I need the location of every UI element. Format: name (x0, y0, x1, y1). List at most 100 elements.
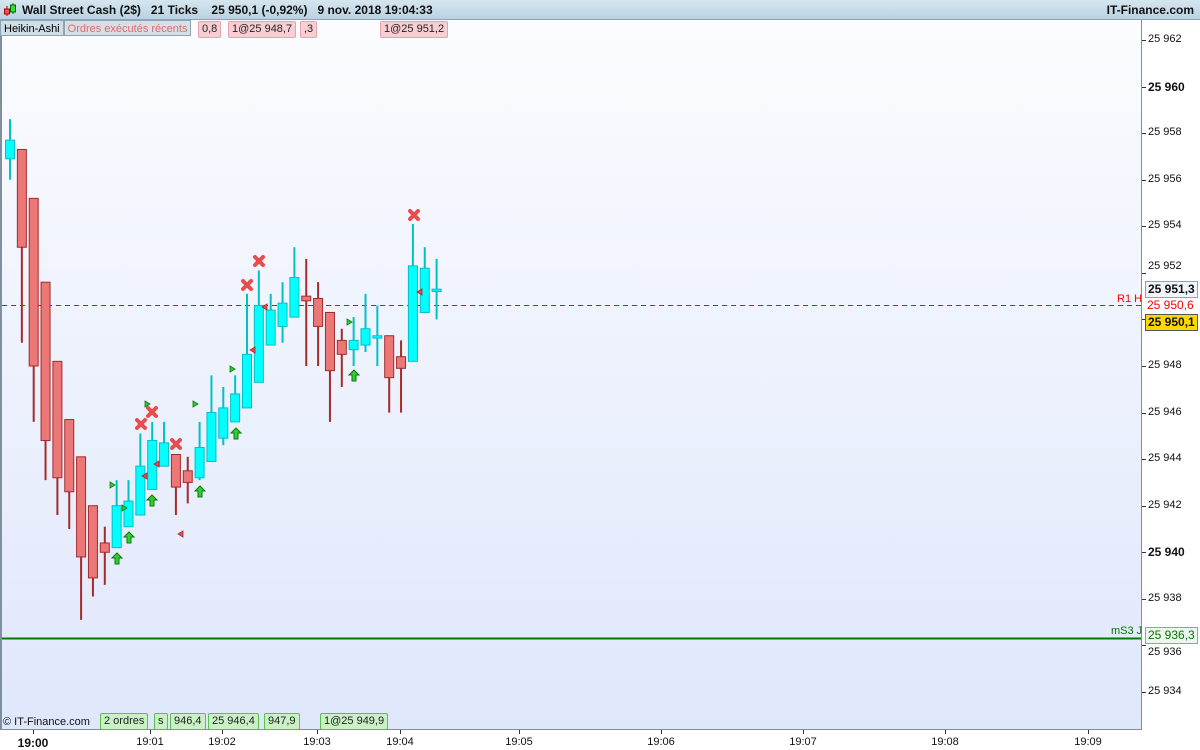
time-tick-label: 19:07 (789, 736, 817, 748)
time-tick-label: 19:04 (386, 736, 414, 748)
sell-marker-x-icon (170, 438, 182, 450)
candle-body (253, 304, 264, 383)
sell-order-tag[interactable]: 0,8 (198, 21, 222, 38)
candle-body (407, 265, 418, 362)
buy-order-tag[interactable]: 25 946,4 (208, 713, 259, 730)
buy-order-tag[interactable]: 947,9 (264, 713, 300, 730)
price-tick-mark (1142, 133, 1146, 135)
price-tick-label: 25 936 (1148, 646, 1182, 659)
sell-order-tag[interactable]: 1@25 948,7 (228, 21, 297, 38)
price-tick-mark (1142, 366, 1146, 367)
price-tick-label: 25 934 (1148, 685, 1182, 697)
buy-fill-triangle-icon (192, 400, 199, 408)
price-tick-label: 25 938 (1148, 591, 1182, 604)
candlestick-logo-icon (4, 3, 16, 16)
buy-arrow-up-icon (122, 531, 136, 544)
candle (289, 247, 300, 318)
sell-marker-x-icon (253, 255, 265, 267)
candle-body (87, 505, 98, 579)
price-tick-mark (1142, 319, 1146, 321)
r1-level-name: R1 H (1117, 293, 1143, 305)
candle-body (336, 339, 347, 355)
sell-marker-x-icon (241, 279, 253, 291)
candle (277, 282, 288, 343)
candle-body (396, 356, 407, 369)
price-tick-mark (1142, 552, 1146, 554)
candle (16, 148, 27, 343)
candle (384, 335, 395, 413)
brand-label[interactable]: IT-Finance.com (1106, 3, 1194, 17)
candle-body (99, 542, 110, 553)
buy-fill-triangle-icon (109, 481, 116, 489)
candle-body (277, 302, 288, 327)
candle-body (289, 277, 300, 318)
candle (159, 421, 170, 467)
sell-order-tag[interactable]: ,3 (300, 21, 318, 38)
candle (372, 305, 383, 367)
ms3-level-name: mS3 J (1111, 625, 1143, 637)
heikin-ashi-label[interactable]: Heikin-Ashi (0, 20, 64, 36)
sell-marker-x-icon (146, 406, 158, 418)
candle (52, 360, 63, 516)
price-tick-mark (1142, 272, 1146, 274)
candle-body (230, 393, 241, 423)
copyright-label: © IT-Finance.com (3, 716, 90, 728)
candle (40, 281, 51, 481)
candle-body (431, 288, 442, 292)
current-price-label: 25 950,1 (1145, 314, 1198, 331)
time-tick-label: 19:06 (647, 736, 675, 748)
buy-arrow-up-icon (145, 494, 159, 507)
buy-order-tag[interactable]: s (154, 713, 168, 730)
candle-body (206, 412, 217, 462)
sell-fill-triangle-icon (261, 303, 268, 311)
candle (135, 433, 146, 516)
buy-order-tag[interactable]: 946,4 (170, 713, 206, 730)
time-tick-mark (945, 730, 946, 734)
price-tick-label: 25 956 (1148, 172, 1182, 185)
price-tick-label: 25 960 (1148, 79, 1185, 94)
sell-marker-x-icon (135, 418, 147, 430)
price-tick-mark (1142, 86, 1146, 88)
price-tick-label: 25 962 (1148, 33, 1182, 45)
time-tick-label: 19:01 (136, 736, 164, 748)
buy-arrow-up-icon (347, 369, 361, 382)
candle-body (218, 407, 229, 439)
sell-marker-x-icon (408, 209, 420, 221)
candle (336, 328, 347, 387)
time-tick-mark (400, 730, 401, 734)
candle-body (135, 465, 146, 516)
price-tick-mark (1142, 226, 1146, 228)
price-tick-label: 25 942 (1148, 498, 1182, 511)
candle (265, 293, 276, 346)
price-tick-mark (1142, 505, 1146, 507)
buy-order-tag[interactable]: 2 ordres (100, 713, 149, 730)
buy-fill-triangle-icon (346, 318, 353, 326)
time-tick-label: 19:05 (505, 736, 533, 748)
candle-body (324, 311, 335, 372)
r1-price-label: 25 950,6 (1145, 298, 1196, 313)
price-tick-label: 25 958 (1148, 126, 1182, 139)
candle (419, 247, 430, 313)
price-tick-mark (1142, 598, 1146, 600)
recent-orders-label[interactable]: Ordres exécutés récents (63, 20, 192, 36)
chart-plot-area[interactable] (0, 20, 1142, 730)
candle (64, 419, 75, 530)
candle (182, 456, 193, 504)
time-tick-mark (1088, 730, 1089, 734)
buy-order-tag[interactable]: 1@25 949,9 (320, 713, 389, 730)
indicator-bar: Heikin-Ashi Ordres exécutés récents (0, 20, 192, 36)
price-tick-mark (1142, 412, 1146, 414)
candle-body (242, 353, 252, 409)
sell-fill-triangle-icon (153, 460, 160, 468)
buy-fill-triangle-icon (144, 400, 151, 408)
chart-header: Wall Street Cash (2$) 21 Ticks 25 950,1 … (0, 0, 1200, 20)
sell-order-tag[interactable]: 1@25 951,2 (380, 21, 449, 38)
candle-body (40, 281, 51, 442)
time-tick-mark (803, 730, 804, 734)
candle-body (372, 335, 383, 339)
candle-body (313, 297, 324, 327)
time-tick-label: 19:00 (17, 736, 49, 750)
time-tick-label: 19:09 (1074, 736, 1102, 748)
candle-body (64, 419, 75, 493)
candlestick-chart (2, 119, 1141, 640)
